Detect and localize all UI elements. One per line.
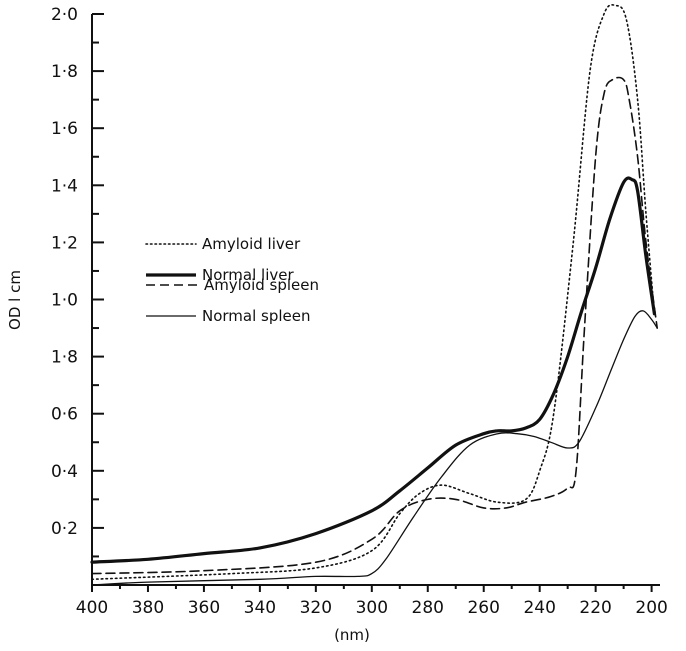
- x-tick-label: 340: [244, 598, 276, 618]
- plot-area: 400 380 360 340 320 300 280 260 240 220 200 0·2 0·4…: [51, 4, 668, 618]
- y-tick-label: 1·2: [51, 233, 78, 253]
- y-tick-label: 1·4: [51, 176, 78, 196]
- y-tick-label: 1·8: [51, 348, 78, 368]
- series-line-amyloid-spleen: [91, 76, 658, 575]
- legend-label-amyloid-liver: Amyloid liver: [202, 235, 301, 253]
- x-tick-label: 360: [188, 598, 220, 618]
- series-line-normal-spleen: [91, 310, 658, 586]
- x-tick-label: 220: [579, 598, 611, 618]
- legend-label-normal-spleen: Normal spleen: [202, 307, 311, 325]
- x-tick-label: 280: [412, 598, 444, 618]
- x-axis-ticks: 400 380 360 340 320 300 280 260 240 220 200: [76, 585, 668, 618]
- x-tick-label: 240: [523, 598, 555, 618]
- y-tick-label: 1·8: [51, 62, 78, 82]
- legend-item-normal-liver: Normal liver: [146, 266, 294, 284]
- x-tick-label: 200: [635, 598, 667, 618]
- y-tick-label: 0·2: [51, 519, 78, 539]
- y-axis-ticks: 0·2 0·4 0·6 1·8 1·0 1·2 1·4 1·6 1·8 2·0: [51, 5, 104, 558]
- legend-item-amyloid-spleen: Amyloid spleen: [146, 276, 319, 294]
- x-tick-label: 260: [467, 598, 499, 618]
- y-tick-label: 2·0: [51, 5, 78, 25]
- y-tick-label: 1·0: [51, 291, 78, 311]
- legend-label-normal-liver: Normal liver: [202, 266, 294, 284]
- legend-item-amyloid-liver: Amyloid liver: [145, 235, 301, 253]
- series-line-normal-liver: [90, 176, 656, 564]
- x-axis-title: (nm): [334, 626, 370, 644]
- y-axis-title: OD l cm: [6, 270, 24, 330]
- legend: Amyloid liver Normal liver Amyloid splee…: [145, 235, 319, 325]
- legend-label-amyloid-spleen: Amyloid spleen: [204, 276, 319, 294]
- series-line-amyloid-liver: [91, 4, 656, 581]
- x-tick-label: 300: [356, 598, 388, 618]
- x-tick-label: 380: [132, 598, 164, 618]
- y-tick-label: 1·6: [51, 119, 78, 139]
- x-tick-label: 320: [300, 598, 332, 618]
- series-layer: [90, 4, 658, 586]
- y-tick-label: 0·6: [51, 405, 78, 425]
- legend-item-normal-spleen: Normal spleen: [146, 307, 311, 325]
- y-tick-label: 0·4: [51, 462, 78, 482]
- x-tick-label: 400: [76, 598, 108, 618]
